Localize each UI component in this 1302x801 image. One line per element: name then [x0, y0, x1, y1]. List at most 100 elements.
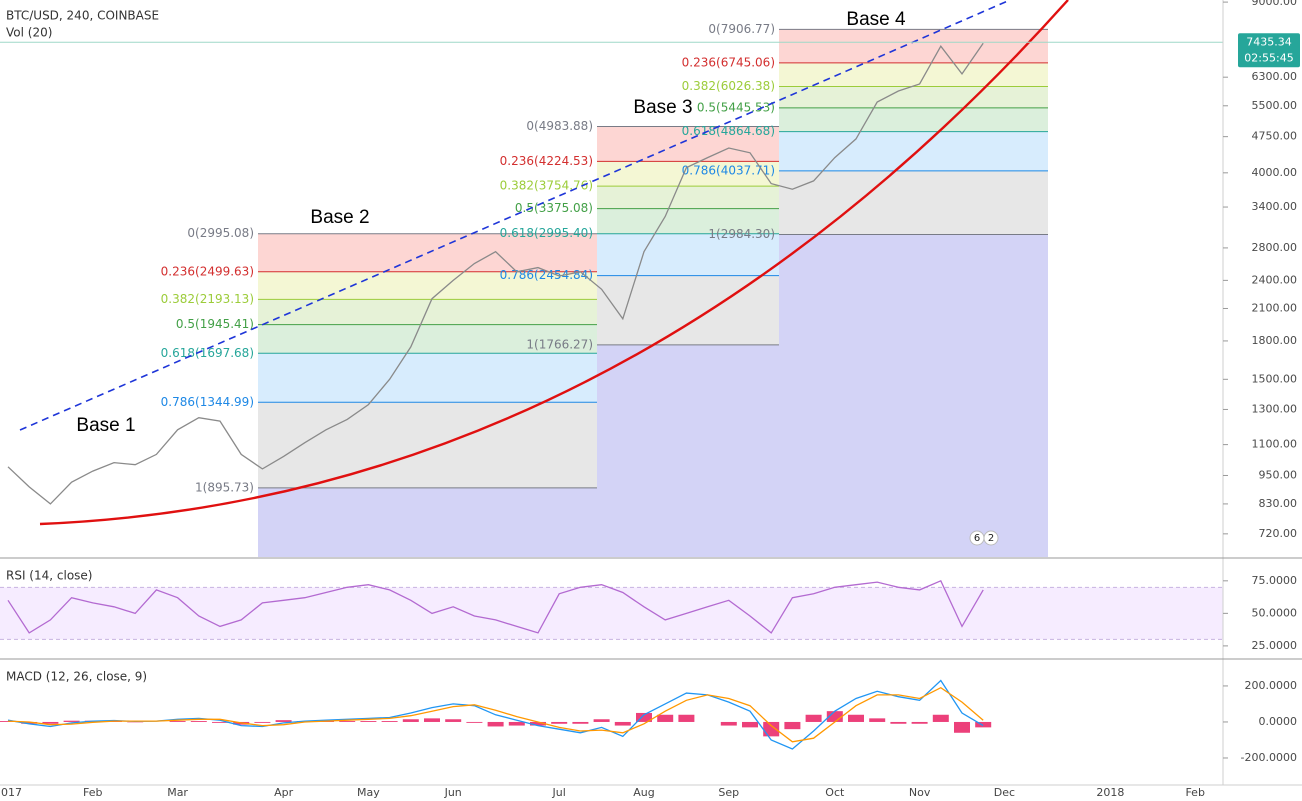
histogram-bar: [593, 719, 610, 722]
fib-label: 0.618(1697.68): [161, 346, 254, 360]
x-tick-label: Aug: [633, 786, 654, 799]
histogram-bar: [763, 721, 780, 737]
base-annotation: Base 2: [310, 207, 369, 228]
symbol-title: BTC/USD, 240, COINBASE: [6, 9, 159, 23]
y-tick-label: 5500.00: [1252, 99, 1298, 112]
histogram-bar: [254, 721, 271, 723]
axis-area: [1223, 0, 1302, 801]
event-badge-label: 2: [988, 533, 994, 544]
fib-label: 1(895.73): [195, 480, 254, 494]
fib-band: [779, 107, 1048, 132]
histogram-bar: [742, 721, 758, 728]
histogram-bar: [805, 714, 822, 722]
y-tick-label: 950.00: [1259, 468, 1298, 481]
histogram-bar: [169, 721, 186, 722]
base-annotation: Base 4: [846, 9, 906, 30]
base-annotation: Base 3: [633, 97, 692, 118]
y-tick-label: 4000.00: [1252, 166, 1298, 179]
fib-band: [597, 233, 779, 276]
fib-below-band: [258, 487, 597, 557]
histogram-bar: [212, 721, 228, 723]
y-tick-label: 75.0000: [1252, 574, 1298, 587]
fib-label: 0.5(1945.41): [176, 317, 254, 331]
base-annotation: Base 1: [76, 415, 135, 436]
last-price-label: 7435.34: [1246, 35, 1292, 48]
y-tick-label: 4750.00: [1252, 130, 1298, 143]
y-tick-label: 1100.00: [1252, 438, 1298, 451]
x-tick-label: Feb: [83, 786, 102, 799]
y-tick-label: 25.0000: [1252, 639, 1298, 652]
last-price-box: [1238, 33, 1300, 68]
x-tick-label: May: [357, 786, 380, 799]
fib-label: 0.786(2454.84): [500, 268, 593, 282]
histogram-bar: [657, 714, 674, 722]
macd-title: MACD (12, 26, close, 9): [6, 670, 147, 684]
y-tick-label: -200.0000: [1241, 751, 1297, 764]
fib-label: 0.236(6745.06): [682, 55, 775, 69]
fib-label: 0.382(2193.13): [161, 292, 254, 306]
histogram-bar: [954, 721, 970, 733]
volume-title: Vol (20): [6, 26, 52, 40]
fib-label: 0.786(1344.99): [161, 395, 254, 409]
x-tick-label: Nov: [909, 786, 931, 799]
x-tick-label: 2018: [1096, 786, 1124, 799]
fib-band: [597, 275, 779, 345]
x-tick-label: Sep: [718, 786, 739, 799]
histogram-bar: [551, 721, 568, 724]
fib-label: 0.618(2995.40): [500, 226, 593, 240]
y-tick-label: 2400.00: [1252, 273, 1298, 286]
fib-band: [597, 126, 779, 162]
histogram-bar: [424, 718, 440, 722]
rsi-band: [0, 587, 1223, 640]
histogram-bar: [445, 719, 462, 722]
fib-label: 0(4983.88): [526, 119, 593, 133]
fib-label: 0.236(4224.53): [500, 154, 593, 168]
x-tick-label: Oct: [825, 786, 845, 799]
histogram-bar: [339, 721, 356, 722]
y-tick-label: 2100.00: [1252, 301, 1298, 314]
fib-label: 0.786(4037.71): [682, 163, 775, 177]
fib-label: 0(2995.08): [187, 226, 254, 240]
x-tick-label: 2017: [0, 786, 22, 799]
x-tick-label: Jul: [552, 786, 566, 799]
fib-band: [779, 62, 1048, 87]
event-badge: [983, 530, 999, 546]
fib-band: [597, 208, 779, 234]
histogram-bar: [826, 711, 843, 722]
growth-curve: [39, 0, 1069, 526]
histogram-bar: [784, 721, 801, 730]
event-badge-label: 6: [974, 533, 980, 544]
x-tick-label: Jun: [444, 786, 462, 799]
fib-band: [258, 324, 597, 354]
fib-label: 0.5(5445.53): [697, 100, 775, 114]
macd-line: [7, 686, 984, 743]
fib-label: 0.236(2499.63): [161, 264, 254, 278]
histogram-bar: [678, 714, 695, 722]
histogram-bar: [869, 718, 886, 722]
fib-band: [597, 186, 779, 209]
histogram-bar: [848, 714, 864, 722]
histogram-bar: [42, 721, 59, 724]
fib-band: [258, 299, 597, 325]
price-line: [7, 42, 984, 505]
countdown-label: 02:55:45: [1244, 51, 1293, 64]
histogram-bar: [63, 720, 80, 722]
fib-label: 0.382(3754.76): [500, 179, 593, 193]
fib-label: 0.618(4864.68): [682, 124, 775, 138]
y-tick-label: 1500.00: [1252, 372, 1298, 385]
fib-below-band: [779, 234, 1048, 557]
fib-band: [258, 271, 597, 300]
x-tick-label: Dec: [994, 786, 1015, 799]
histogram-bar: [636, 712, 652, 722]
fib-label: 0.5(3375.08): [515, 201, 593, 215]
y-tick-label: 1300.00: [1252, 402, 1298, 415]
histogram-bar: [975, 721, 992, 728]
fib-band: [779, 170, 1048, 235]
fib-below-band: [597, 344, 779, 557]
histogram-bar: [487, 721, 504, 727]
histogram-bar: [402, 719, 419, 722]
plot-layer: 0(2995.08) 0.236(2499.63) 0.382(2193.13) 0.…: [0, 0, 1223, 750]
rsi-title: RSI (14, close): [6, 569, 92, 583]
histogram-bar: [932, 714, 949, 722]
